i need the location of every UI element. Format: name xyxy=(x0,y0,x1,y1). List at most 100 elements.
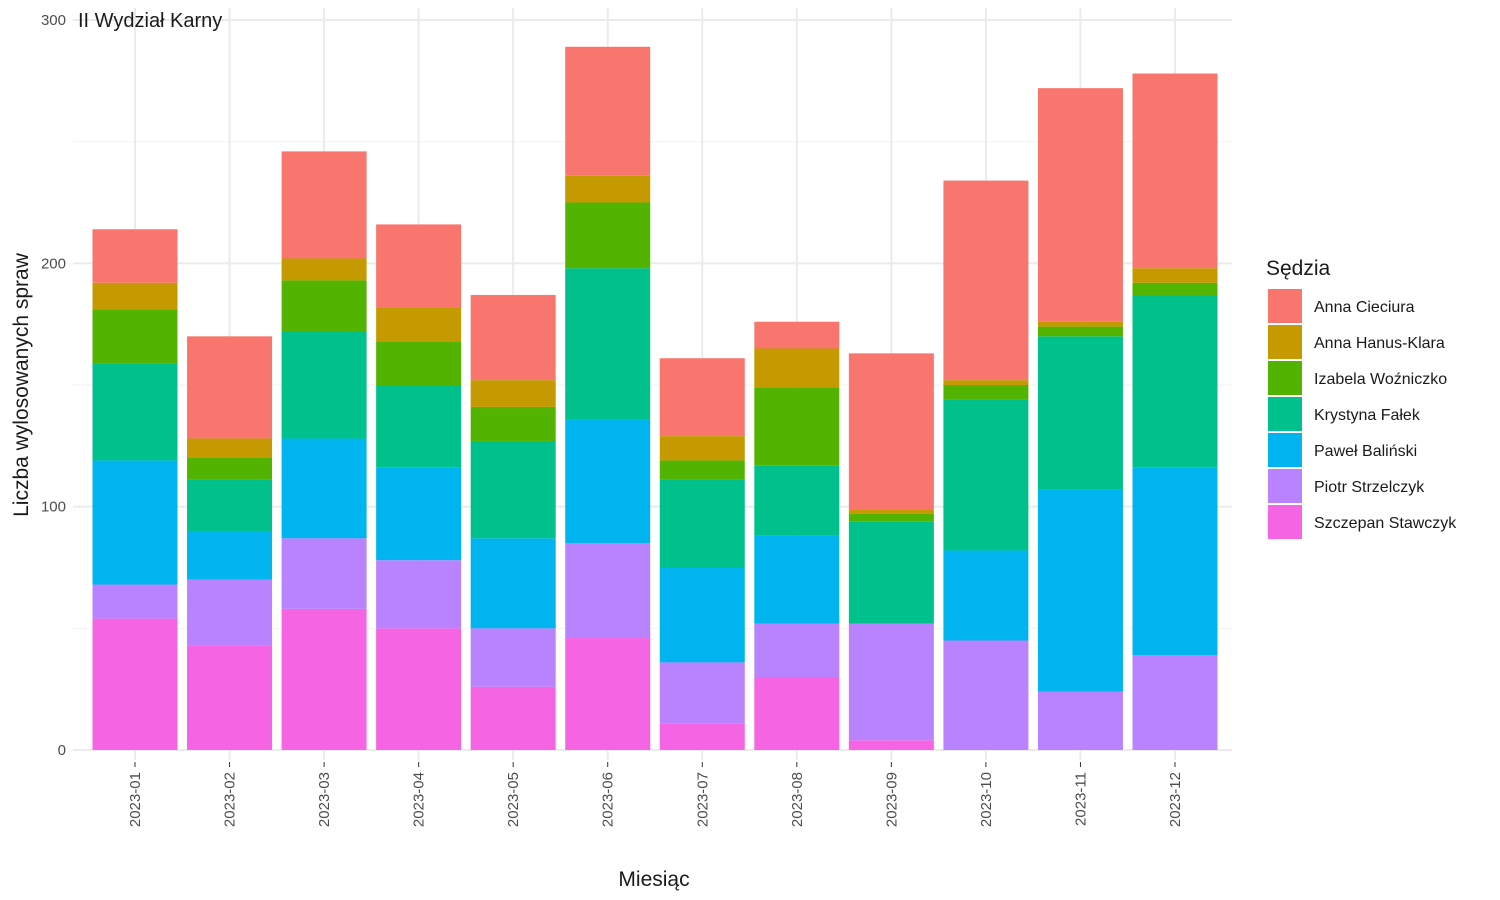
bar-segment xyxy=(565,175,651,203)
bar-segment xyxy=(754,677,840,750)
bar-segment xyxy=(848,509,934,514)
bar-segment xyxy=(470,628,556,687)
y-tick-label: 100 xyxy=(41,499,66,516)
bar-segment xyxy=(754,465,840,536)
x-axis-ticks: 2023-01 2023-02 2023-03 2023-04 2023-05 2023-… xyxy=(127,762,1184,827)
bar-segment xyxy=(281,280,367,332)
bar-segment xyxy=(1037,321,1123,327)
bar-segment xyxy=(470,294,556,381)
legend-swatch xyxy=(1268,505,1302,539)
bar-segment xyxy=(92,282,178,310)
legend-label: Paweł Baliński xyxy=(1314,443,1417,460)
bar-segment xyxy=(943,385,1029,400)
bar-segment xyxy=(848,513,934,522)
bar-segment xyxy=(187,579,273,646)
bar-segment xyxy=(659,460,745,480)
bar-segment xyxy=(281,258,367,281)
bar-segment xyxy=(565,46,651,176)
x-tick-label: 2023-02 xyxy=(222,772,239,827)
bar-segment xyxy=(848,740,934,750)
bar-segment xyxy=(376,467,462,561)
x-tick-label: 2023-07 xyxy=(694,772,711,827)
x-tick-label: 2023-11 xyxy=(1072,772,1089,826)
bar-segment xyxy=(848,623,934,741)
legend-swatch xyxy=(1268,361,1302,395)
bar-segment xyxy=(659,723,745,750)
legend-label: Krystyna Fałek xyxy=(1314,407,1421,424)
bar-segment xyxy=(187,336,273,439)
bar-segment xyxy=(187,458,273,480)
bar-segment xyxy=(659,479,745,568)
bar-segment xyxy=(281,331,367,439)
bar-segment xyxy=(470,406,556,441)
bar-segment xyxy=(1132,282,1218,295)
y-axis-title: Liczba wylosowanych spraw xyxy=(10,252,33,517)
bar-segment xyxy=(376,385,462,468)
bar-segment xyxy=(943,640,1029,750)
bar-segment xyxy=(943,380,1029,385)
bar-segment xyxy=(1132,655,1218,750)
bar-segment xyxy=(187,438,273,458)
x-tick-label: 2023-04 xyxy=(411,772,428,827)
bar-segment xyxy=(92,584,178,619)
bar-segment xyxy=(1037,88,1123,322)
bar-segment xyxy=(659,358,745,437)
bar-segment xyxy=(1037,326,1123,337)
bar-segment xyxy=(659,567,745,663)
bar-segment xyxy=(470,686,556,750)
bar-segment xyxy=(281,438,367,539)
bar-segment xyxy=(943,550,1029,641)
bar-segment xyxy=(848,521,934,624)
bar-segment xyxy=(470,538,556,629)
bar-segment xyxy=(187,531,273,580)
bar-segment xyxy=(754,348,840,388)
legend-swatch xyxy=(1268,325,1302,359)
bar-segment xyxy=(92,460,178,585)
bar-segment xyxy=(1132,294,1218,468)
bar-segment xyxy=(943,399,1029,551)
y-axis-ticks: 0 100 200 300 xyxy=(41,12,66,759)
bar-segment xyxy=(565,638,651,750)
bar-segment xyxy=(754,535,840,624)
bar-segment xyxy=(376,560,462,629)
legend-label: Szczepan Stawczyk xyxy=(1314,515,1457,532)
bar-segment xyxy=(659,436,745,461)
bar-segment xyxy=(92,618,178,750)
legend-swatch xyxy=(1268,469,1302,503)
legend-label: Anna Cieciura xyxy=(1314,299,1415,316)
x-tick-label: 2023-10 xyxy=(978,772,995,827)
bar-segment xyxy=(1037,489,1123,692)
bar-segment xyxy=(1132,268,1218,283)
bar-segment xyxy=(565,543,651,639)
bar-segment xyxy=(565,419,651,544)
bar-segment xyxy=(754,623,840,677)
bar-segment xyxy=(281,538,367,609)
bar-segment xyxy=(848,353,934,510)
bar-segment xyxy=(754,321,840,349)
bar-segment xyxy=(565,202,651,269)
bar-segment xyxy=(376,341,462,385)
bar-segment xyxy=(376,307,462,342)
bar-segment xyxy=(281,608,367,750)
y-tick-label: 200 xyxy=(41,255,66,272)
legend-label: Anna Hanus-Klara xyxy=(1314,335,1445,352)
bar-segment xyxy=(187,479,273,531)
bar-segment xyxy=(1037,336,1123,490)
y-tick-label: 0 xyxy=(58,742,66,759)
y-tick-label: 300 xyxy=(41,12,66,29)
bar-segment xyxy=(943,180,1029,381)
bar-segment xyxy=(659,662,745,724)
legend-label: Izabela Woźniczko xyxy=(1314,371,1447,388)
bar-segment xyxy=(92,309,178,364)
chart-title: II Wydział Karny xyxy=(78,10,222,32)
bar-segment xyxy=(1037,691,1123,750)
x-tick-label: 2023-01 xyxy=(127,772,144,827)
bar-segment xyxy=(470,440,556,539)
x-tick-label: 2023-05 xyxy=(505,772,522,827)
legend-swatch xyxy=(1268,289,1302,323)
bar-segment xyxy=(92,363,178,461)
x-tick-label: 2023-12 xyxy=(1167,772,1184,827)
legend-title: Sędzia xyxy=(1266,257,1331,280)
x-axis-title: Miesiąc xyxy=(618,868,689,891)
